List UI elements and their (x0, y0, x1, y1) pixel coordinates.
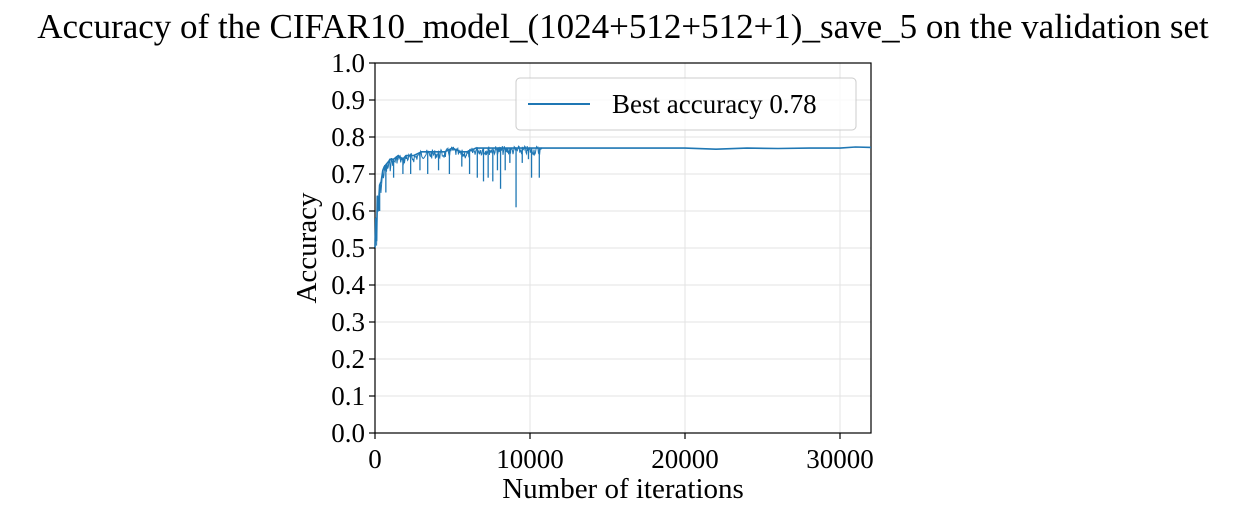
x-tick-label: 30000 (806, 444, 874, 474)
x-tick-label: 20000 (651, 444, 719, 474)
y-tick-label: 0.5 (331, 233, 365, 263)
y-tick-label: 0.8 (331, 122, 365, 152)
y-tick-label: 0.0 (331, 418, 365, 448)
series-layer (374, 145, 872, 249)
legend: Best accuracy 0.78 (515, 77, 857, 131)
y-tick-label: 1.0 (331, 48, 365, 78)
y-tick-label: 0.6 (331, 196, 365, 226)
legend-label: Best accuracy 0.78 (612, 89, 817, 119)
x-tick-label: 0 (368, 444, 382, 474)
y-tick-label: 0.9 (331, 85, 365, 115)
chart-title: Accuracy of the CIFAR10_model_(1024+512+… (37, 7, 1209, 46)
y-tick-label: 0.3 (331, 307, 365, 337)
x-tick-label: 10000 (496, 444, 564, 474)
y-tick-label: 0.4 (331, 270, 365, 300)
axis-ticks: 0 10000 20000 30000 0.0 0.1 0.2 0.3 0.4 0.5 0.6 0.7… (331, 48, 874, 474)
x-axis-label: Number of iterations (502, 473, 744, 505)
y-axis-label: Accuracy (291, 192, 323, 304)
series-noise (376, 145, 543, 246)
y-tick-label: 0.2 (331, 344, 365, 374)
y-tick-label: 0.7 (331, 159, 365, 189)
legend-box (515, 77, 857, 131)
y-tick-label: 0.1 (331, 381, 365, 411)
